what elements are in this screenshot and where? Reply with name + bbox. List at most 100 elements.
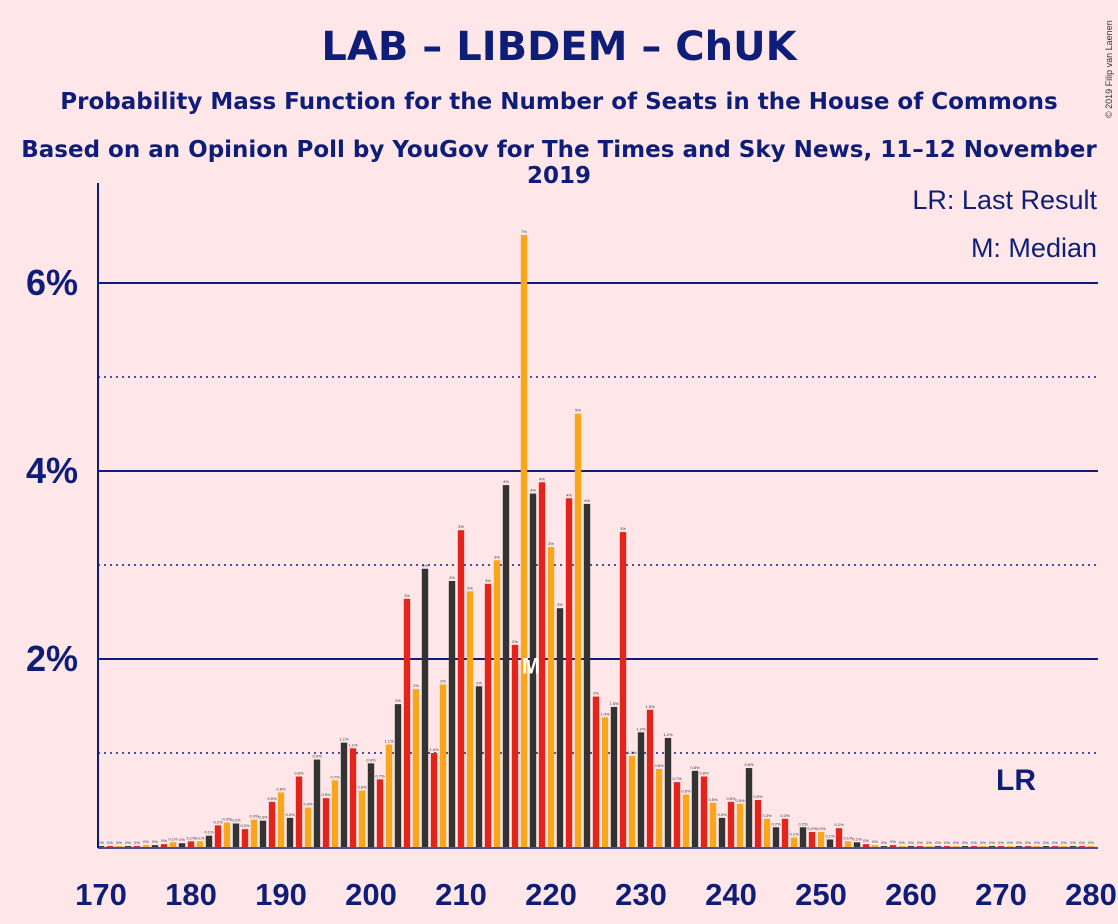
bar-seat-246 [781, 818, 789, 847]
bar-label-seat-218: 4% [530, 488, 536, 493]
bar-seat-262 [925, 846, 933, 847]
bar-label-seat-208: 2% [440, 678, 446, 683]
x-tick-270: 270 [975, 877, 1027, 912]
bar-label-seat-181: 0.1% [195, 835, 205, 840]
bar-seat-185 [232, 823, 240, 847]
bar-label-seat-199: 0.6% [357, 785, 367, 790]
bar-seat-231 [646, 709, 654, 847]
bar-seat-213 [484, 583, 492, 847]
bar-labels: 0% 0% 0% 0% 0% 0% 0% 0% 0.1% 0% 0.1% 0.1%0.1%0.2%0.… [98, 229, 1094, 845]
bar-label-seat-241: 0.5% [735, 798, 745, 803]
bar-label-seat-206: 3% [422, 563, 428, 568]
bar-label-seat-235: 0.6% [681, 788, 691, 793]
bar-label-seat-178: 0.1% [168, 836, 178, 841]
bar-label-seat-200: 0.9% [366, 757, 376, 762]
bar-label-seat-238: 0.5% [708, 797, 718, 802]
bar-seat-232 [655, 768, 663, 847]
bar-label-seat-189: 0.5% [267, 796, 277, 801]
bar-label-seat-185: 0.2% [231, 818, 241, 823]
bar-seat-201 [376, 779, 384, 847]
bar-label-seat-274: 0% [1034, 840, 1040, 845]
bar-label-seat-263: 0% [935, 840, 941, 845]
bar-seat-238 [709, 802, 717, 847]
bar-seat-216 [511, 644, 519, 847]
bar-label-seat-273: 0% [1025, 840, 1031, 845]
bar-seat-242 [745, 768, 753, 847]
bar-label-seat-182: 0.1% [204, 830, 214, 835]
bar-seat-176 [151, 845, 159, 847]
bar-seat-261 [916, 846, 924, 847]
bar-label-seat-212: 2% [476, 680, 482, 685]
legend-last-result: LR: Last Result [912, 185, 1097, 215]
bar-seat-236 [691, 770, 699, 847]
bar-label-seat-232: 0.8% [654, 763, 664, 768]
bar-seat-217 [520, 235, 528, 847]
x-tick-200: 200 [345, 877, 397, 912]
bar-seat-181 [196, 841, 204, 847]
bar-label-seat-172: 0% [116, 840, 122, 845]
bar-seat-273 [1024, 846, 1032, 847]
bar-label-seat-233: 1.2% [663, 732, 673, 737]
x-tick-280: 280 [1065, 877, 1117, 912]
bar-seat-211 [466, 591, 474, 847]
x-tick-210: 210 [435, 877, 487, 912]
bar-seat-251 [826, 839, 834, 847]
bar-seat-263 [934, 846, 942, 847]
bar-label-seat-239: 0.3% [717, 812, 727, 817]
median-marker: M [522, 654, 540, 679]
bar-label-seat-268: 0% [980, 840, 986, 845]
bar-seat-210 [457, 530, 465, 847]
bar-label-seat-258: 0% [890, 839, 896, 844]
bar-seat-266 [961, 846, 969, 847]
chart-subtitle-source: Based on an Opinion Poll by YouGov for T… [21, 137, 1097, 189]
bar-label-seat-249: 0.2% [807, 826, 817, 831]
bar-label-seat-221: 3% [557, 602, 563, 607]
y-tick-2: 6% [26, 262, 78, 303]
bar-seat-171 [106, 846, 114, 847]
bar-label-seat-190: 0.6% [276, 786, 286, 791]
bar-seat-252 [835, 828, 843, 847]
bar-seat-277 [1060, 846, 1068, 847]
bar-label-seat-203: 2% [395, 698, 401, 703]
bar-label-seat-173: 0% [125, 840, 131, 845]
bar-seat-172 [115, 846, 123, 847]
bar-label-seat-259: 0% [899, 840, 905, 845]
bar-label-seat-198: 1.1% [348, 742, 358, 747]
bar-seat-204 [403, 598, 411, 847]
bar-seat-184 [223, 822, 231, 847]
bar-seat-197 [340, 742, 348, 847]
bar-seat-223 [574, 413, 582, 847]
bar-seat-178 [169, 842, 177, 847]
bar-seat-173 [124, 846, 132, 847]
bar-seat-175 [142, 845, 150, 847]
bar-label-seat-248: 0.2% [798, 821, 808, 826]
bar-label-seat-175: 0% [143, 839, 149, 844]
bar-label-seat-213: 3% [485, 578, 491, 583]
bar-label-seat-192: 0.8% [294, 771, 304, 776]
bar-label-seat-243: 0.5% [753, 794, 763, 799]
bar-label-seat-231: 1.5% [645, 704, 655, 709]
bar-label-seat-255: 0% [863, 838, 869, 843]
bar-label-seat-242: 0.8% [744, 762, 754, 767]
bar-label-seat-247: 0.1% [789, 832, 799, 837]
bar-label-seat-197: 1.1% [339, 737, 349, 742]
bar-seat-268 [979, 846, 987, 847]
bar-label-seat-184: 0.3% [222, 817, 232, 822]
bar-seat-254 [853, 842, 861, 847]
bar-label-seat-228: 3% [620, 526, 626, 531]
bar-seat-180 [187, 841, 195, 847]
bar-seat-258 [889, 845, 897, 847]
bar-seat-247 [790, 837, 798, 847]
bar-label-seat-209: 3% [449, 575, 455, 580]
bar-label-seat-215: 4% [503, 479, 509, 484]
bar-label-seat-279: 0% [1079, 840, 1085, 845]
bar-label-seat-251: 0.1% [825, 833, 835, 838]
bar-seat-189 [268, 801, 276, 847]
bar-label-seat-230: 1.2% [636, 726, 646, 731]
bar-seat-249 [808, 831, 816, 847]
bar-seat-256 [871, 845, 879, 847]
bar-label-seat-201: 0.7% [375, 773, 385, 778]
x-tick-250: 250 [795, 877, 847, 912]
bar-label-seat-271: 0% [1007, 840, 1013, 845]
bar-seat-188 [259, 820, 267, 847]
